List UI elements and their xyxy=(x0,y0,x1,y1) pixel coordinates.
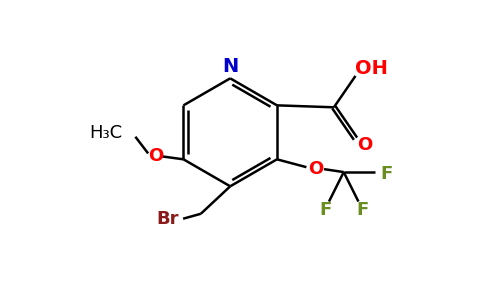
Text: OH: OH xyxy=(355,58,388,77)
Text: H₃C: H₃C xyxy=(90,124,122,142)
Text: N: N xyxy=(222,57,238,76)
Text: F: F xyxy=(356,201,368,219)
Text: O: O xyxy=(309,160,324,178)
Text: O: O xyxy=(149,147,164,165)
Text: O: O xyxy=(357,136,372,154)
Text: F: F xyxy=(319,201,331,219)
Text: Br: Br xyxy=(156,210,179,228)
Text: F: F xyxy=(381,165,393,183)
